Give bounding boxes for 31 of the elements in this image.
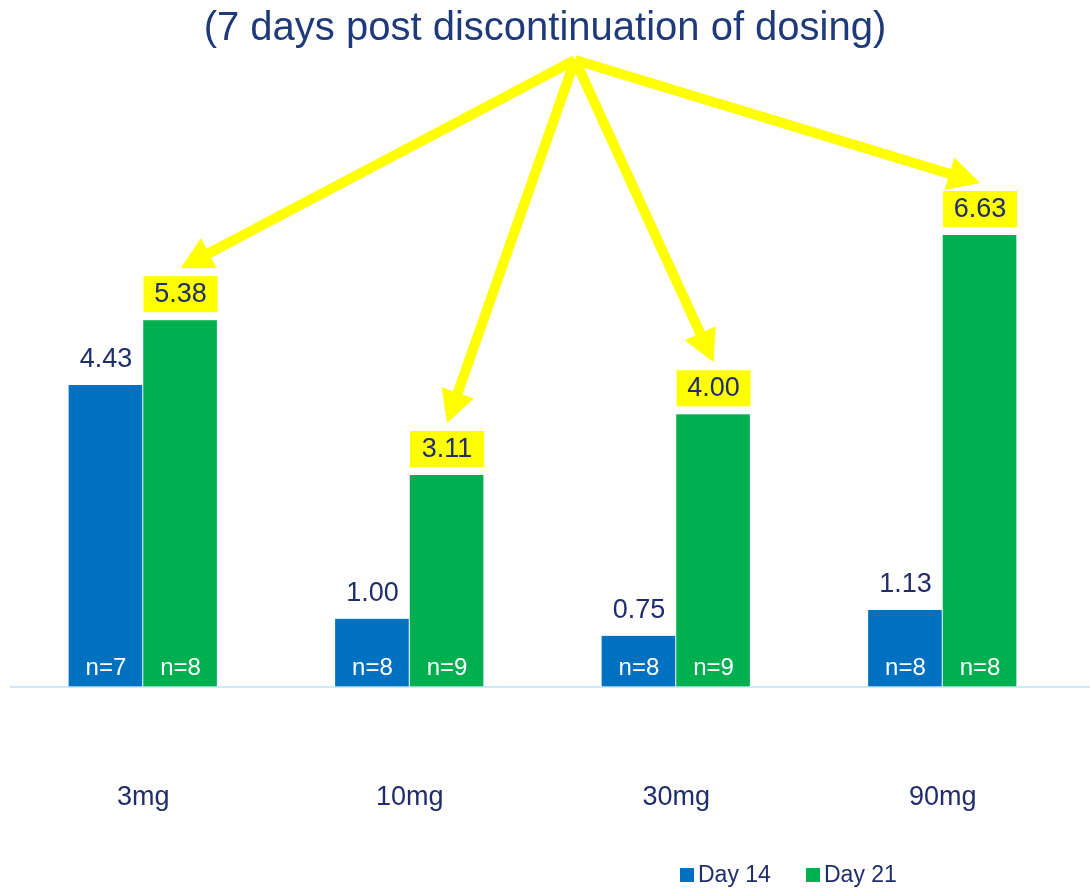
data-label: 0.75 (612, 593, 666, 624)
annotation: n=8 (885, 653, 926, 680)
annotation: n=8 (160, 653, 201, 680)
data-label: 5.38 (154, 278, 207, 309)
annotation: n=8 (959, 653, 1001, 680)
x-tick-label: 90mg (908, 781, 977, 811)
annotation: n=8 (618, 653, 660, 680)
chart-title: (7 days post discontinuation of dosing) (203, 4, 887, 48)
bar (676, 414, 750, 687)
annotation: n=7 (85, 653, 127, 680)
bar (68, 384, 143, 687)
data-label: 6.63 (953, 193, 1007, 223)
legend-label: Day 21 (824, 861, 897, 887)
legend-label: Day 14 (698, 861, 772, 887)
bar (143, 320, 217, 687)
bar (409, 474, 484, 687)
bar (335, 618, 409, 687)
bar (601, 635, 676, 687)
bar (942, 235, 1017, 687)
x-tick-label: 30mg (642, 781, 711, 811)
data-label: 3.11 (421, 432, 473, 463)
annotation: n=9 (426, 653, 468, 680)
bar (868, 609, 942, 687)
data-label: 1.00 (346, 576, 399, 607)
annotation: n=8 (352, 653, 393, 680)
data-label: 1.13 (879, 567, 932, 598)
data-label: 4.00 (687, 372, 740, 403)
x-tick-label: 10mg (375, 781, 444, 811)
x-tick-label: 3mg (116, 781, 170, 811)
data-label: 4.43 (79, 342, 133, 373)
annotation: n=9 (693, 653, 734, 680)
